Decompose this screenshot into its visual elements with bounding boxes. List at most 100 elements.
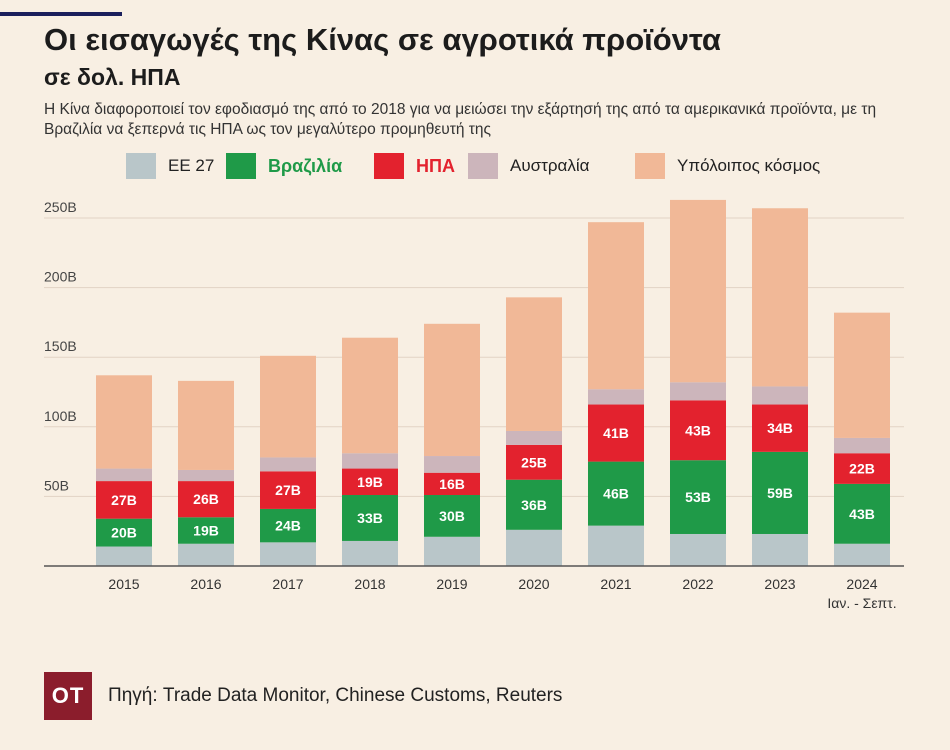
legend-swatch-eu27 — [126, 153, 156, 179]
bar-value-label: 43B — [685, 422, 711, 438]
bar-segment — [588, 222, 644, 390]
legend-item-usa: ΗΠΑ — [374, 153, 455, 179]
legend-label-rest-of-world: Υπόλοιπος κόσμος — [677, 156, 821, 175]
bar-value-label: 20B — [111, 525, 137, 541]
bar-segment — [834, 437, 890, 454]
bar-value-label: 36B — [521, 497, 547, 513]
legend-item-rest-of-world: Υπόλοιπος κόσμος — [635, 153, 820, 179]
bar-value-label: 34B — [767, 420, 793, 436]
bar-segment — [260, 457, 316, 472]
bar-segment — [752, 208, 808, 387]
ot-logo: OT — [44, 672, 92, 720]
x-tick-label: 2023 — [764, 576, 795, 592]
y-tick-label: 250B — [44, 199, 77, 215]
source-note: Πηγή: Trade Data Monitor, Chinese Custom… — [108, 685, 563, 706]
bar-segment — [342, 540, 398, 566]
bar-value-label: 43B — [849, 506, 875, 522]
legend-swatch-usa — [374, 153, 404, 179]
footer: OT Πηγή: Trade Data Monitor, Chinese Cus… — [44, 672, 562, 720]
bar-value-label: 33B — [357, 510, 383, 526]
bar-segment — [178, 517, 234, 544]
legend: ΕΕ 27 Βραζιλία ΗΠΑ Αυστραλία Υπόλοιπος κ… — [0, 150, 950, 184]
bar-segment — [342, 495, 398, 541]
bar-segment — [260, 542, 316, 566]
x-tick-label: 2024 — [846, 576, 877, 592]
bar-segment — [670, 400, 726, 461]
accent-bar — [0, 12, 122, 16]
legend-item-eu27: ΕΕ 27 — [126, 153, 214, 179]
bar-segment — [834, 453, 890, 484]
x-tick-label: 2017 — [272, 576, 303, 592]
bar-segment — [424, 536, 480, 566]
bar-segment — [670, 533, 726, 566]
bar-value-label: 25B — [521, 454, 547, 470]
bar-segment — [752, 533, 808, 566]
bar-segment — [670, 199, 726, 383]
bar-segment — [588, 404, 644, 462]
bar-segment — [506, 444, 562, 480]
bar-segment — [178, 380, 234, 470]
bar-segment — [260, 471, 316, 509]
legend-swatch-brazil — [226, 153, 256, 179]
bar-segment — [506, 297, 562, 431]
x-tick-label: 2016 — [190, 576, 221, 592]
y-tick-label: 200B — [44, 269, 77, 285]
bar-value-label: 16B — [439, 476, 465, 492]
bar-segment — [752, 404, 808, 452]
bar-segment — [260, 508, 316, 543]
bar-segment — [670, 460, 726, 534]
bar-segment — [834, 483, 890, 544]
bar-value-label: 22B — [849, 461, 875, 477]
bar-segment — [178, 469, 234, 482]
bar-segment — [670, 382, 726, 401]
legend-label-brazil: Βραζιλία — [268, 155, 343, 176]
bar-segment — [424, 472, 480, 496]
legend-item-brazil: Βραζιλία — [226, 153, 342, 179]
bar-value-label: 19B — [357, 474, 383, 490]
chart-title: Οι εισαγωγές της Κίνας σε αγροτικά προϊό… — [44, 22, 721, 57]
bar-segment — [96, 481, 152, 519]
legend-label-usa: ΗΠΑ — [416, 155, 455, 176]
bar-segment — [342, 468, 398, 496]
legend-label-australia: Αυστραλία — [510, 156, 590, 175]
x-tick-label: 2022 — [682, 576, 713, 592]
x-tick-label: 2015 — [108, 576, 139, 592]
bar-segment — [506, 479, 562, 530]
x-tick-label: 2020 — [518, 576, 549, 592]
y-tick-label: 100B — [44, 408, 77, 424]
x-tick-label: 2021 — [600, 576, 631, 592]
bar-segment — [96, 518, 152, 547]
bar-segment — [424, 495, 480, 537]
bar-value-label: 27B — [111, 492, 137, 508]
bar-value-label: 24B — [275, 518, 301, 534]
stacked-bar-chart: 50B 100B 150B 200B 250B 20B 27B 2015 19B 26B 2016 2… — [44, 199, 904, 611]
bar-value-label: 27B — [275, 482, 301, 498]
bar-value-label: 53B — [685, 489, 711, 505]
y-tick-label: 150B — [44, 338, 77, 354]
bar-segment — [752, 451, 808, 534]
bar-segment — [424, 456, 480, 473]
chart-description: Η Κίνα διαφοροποιεί τον εφοδιασμό της απ… — [44, 101, 877, 138]
bar-segment — [96, 468, 152, 482]
bar-segment — [834, 543, 890, 566]
y-tick-label: 50B — [44, 477, 69, 493]
bar-segment — [506, 529, 562, 566]
bar-value-label: 46B — [603, 486, 629, 502]
bar-segment — [752, 386, 808, 405]
bar-value-label: 26B — [193, 491, 219, 507]
x-tick-label: 2019 — [436, 576, 467, 592]
bar-segment — [588, 461, 644, 526]
bar-segment — [178, 543, 234, 566]
bar-segment — [424, 323, 480, 457]
bar-segment — [588, 389, 644, 405]
bar-value-label: 30B — [439, 508, 465, 524]
bar-segment — [178, 481, 234, 518]
bar-value-label: 41B — [603, 425, 629, 441]
bar-segment — [342, 337, 398, 454]
legend-swatch-rest-of-world — [635, 153, 665, 179]
bar-segment — [834, 312, 890, 438]
bar-segment — [96, 546, 152, 566]
legend-label-eu27: ΕΕ 27 — [168, 156, 215, 175]
legend-swatch-australia — [468, 153, 498, 179]
bar-value-label: 59B — [767, 485, 793, 501]
